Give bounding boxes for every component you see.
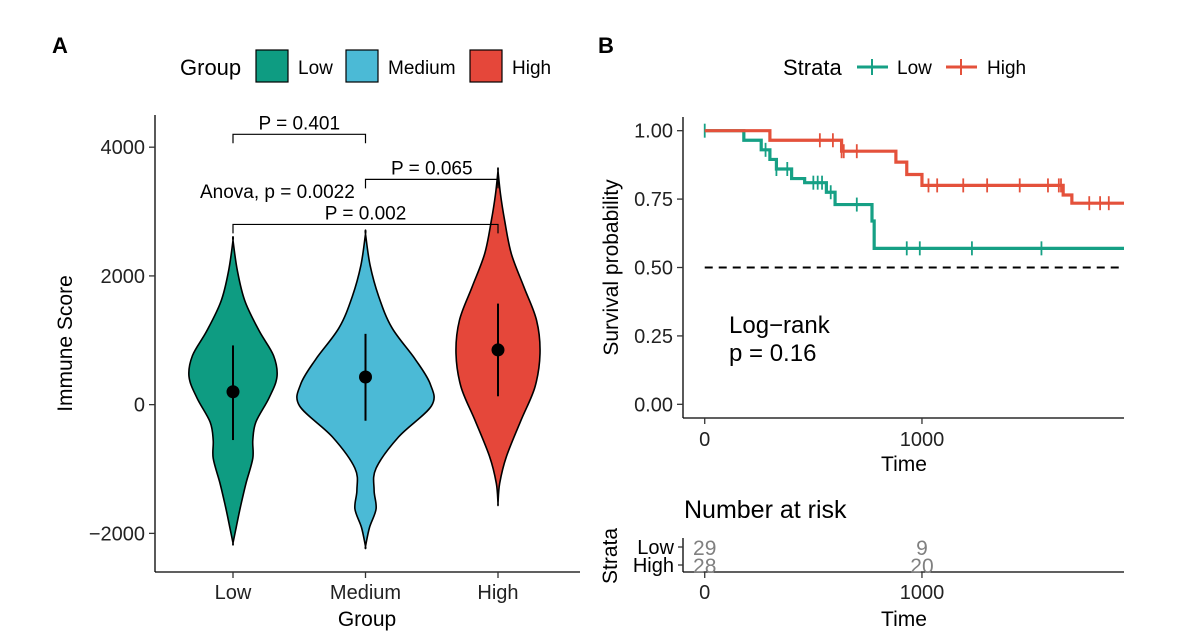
survival-curve-low [704, 129, 1124, 250]
panel-b-tag: B [598, 33, 614, 58]
y-tick-label: 4000 [101, 137, 146, 159]
x-tick-label: Medium [330, 582, 401, 604]
legend-b-label-low: Low [897, 58, 932, 79]
risk-table: Low 29 9 High 28 20 0 1000 Time Strata [599, 528, 1124, 631]
panel-a-legend: Group Low Medium High [180, 49, 551, 83]
risk-row-label-high: High [633, 555, 674, 577]
y-tick-label: 0 [134, 395, 145, 417]
bracket-line [232, 133, 367, 144]
x-tick-label: High [477, 582, 518, 604]
x-axis-title: Group [338, 608, 396, 631]
km-y-tick-label: 0.00 [634, 394, 673, 416]
comparison-bracket: P = 0.401 [232, 113, 367, 144]
risk-count: 20 [910, 555, 933, 578]
risk-x-tick-label: 0 [699, 582, 710, 604]
legend-a-swatch-low [255, 49, 289, 83]
bracket-line [364, 178, 499, 189]
survival-curves [703, 123, 1124, 256]
x-tick-label: Low [215, 582, 252, 604]
anova-label: Anova, p = 0.0022 [200, 182, 355, 203]
legend-b-label-high: High [987, 58, 1026, 79]
legend-a-label-high: High [512, 58, 551, 79]
survival-curve-high [704, 129, 1124, 205]
risk-count: 29 [693, 537, 716, 560]
km-y-axis-title: Survival probability [600, 179, 623, 356]
logrank-line1: Log−rank [729, 312, 831, 339]
km-y-tick-label: 0.75 [634, 189, 673, 211]
km-y-tick-label: 0.50 [634, 258, 673, 280]
legend-a-label-low: Low [298, 58, 333, 79]
km-x-tick-label: 1000 [900, 429, 945, 451]
mean-point-low [226, 385, 240, 399]
km-y-tick-label: 0.25 [634, 326, 673, 348]
comparison-label: P = 0.002 [325, 203, 407, 224]
comparison-label: P = 0.401 [258, 113, 340, 134]
y-tick-label: −2000 [89, 523, 145, 545]
y-tick-label: 2000 [101, 266, 146, 288]
y-axis-title: Immune Score [54, 275, 77, 412]
panel-a-tag: A [52, 33, 68, 58]
km-x-axis-title: Time [881, 453, 927, 476]
risk-count: 9 [916, 537, 928, 560]
mean-point-medium [359, 370, 372, 384]
panel-b-legend: Strata Low High [783, 55, 1026, 80]
bracket-line [232, 223, 499, 234]
risk-table-title: Number at risk [684, 496, 847, 524]
legend-a-label-medium: Medium [388, 58, 456, 79]
comparison-label: P = 0.065 [391, 158, 473, 179]
risk-row-label-low: Low [637, 537, 674, 559]
km-y-tick-label: 1.00 [634, 121, 673, 143]
panel-a-axes: −2000 0 2000 4000 Low Medium High Group Immune S… [54, 115, 580, 631]
comparison-bracket: P = 0.065 [364, 158, 499, 189]
violin-layer [188, 167, 541, 550]
legend-b-title: Strata [783, 55, 842, 80]
km-x-tick-label: 0 [699, 429, 710, 451]
logrank-line2: p = 0.16 [729, 340, 816, 367]
legend-a-swatch-medium [345, 49, 379, 83]
risk-y-axis-title: Strata [599, 528, 622, 584]
risk-x-tick-label: 1000 [900, 582, 945, 604]
comparison-bracket: P = 0.002 [232, 203, 499, 234]
legend-a-swatch-high [469, 49, 503, 83]
legend-a-title: Group [180, 55, 241, 80]
risk-count: 28 [693, 555, 716, 578]
risk-x-axis-title: Time [881, 608, 927, 631]
mean-point-high [491, 343, 505, 357]
comparison-brackets: P = 0.401 P = 0.065 P = 0.002 [232, 113, 499, 234]
